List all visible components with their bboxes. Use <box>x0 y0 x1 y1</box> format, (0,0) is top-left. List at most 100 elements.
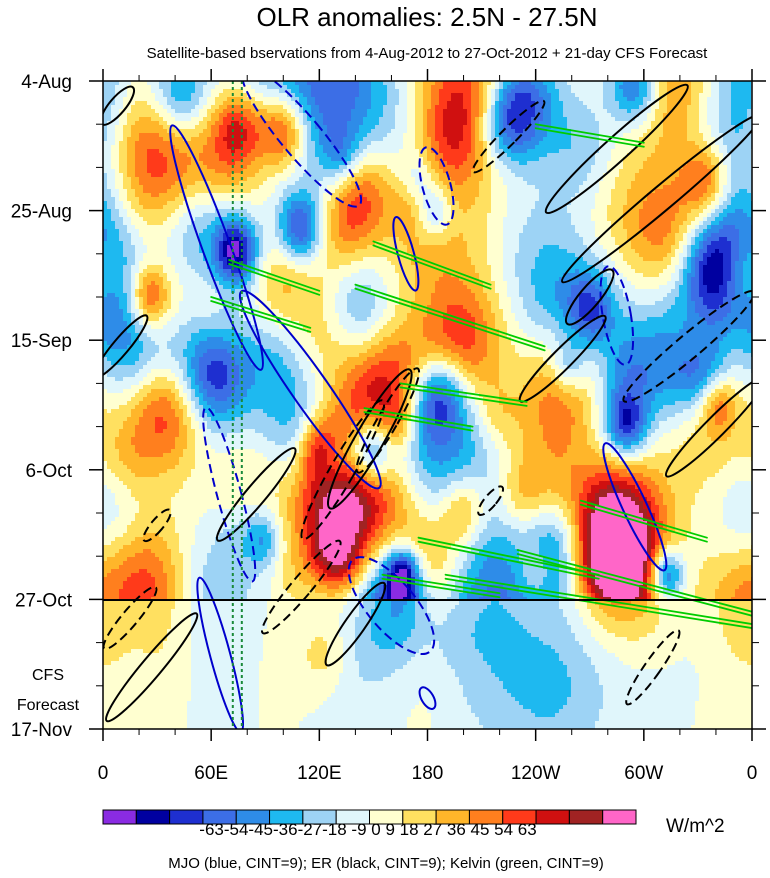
olr-cell <box>159 165 164 170</box>
olr-cell <box>703 109 708 114</box>
olr-cell <box>271 137 276 142</box>
olr-cell <box>255 173 260 178</box>
olr-cell <box>599 169 604 174</box>
olr-cell <box>399 93 404 98</box>
olr-cell <box>583 157 588 162</box>
olr-cell <box>651 89 656 94</box>
olr-cell <box>471 181 476 186</box>
olr-cell <box>607 113 612 118</box>
olr-cell <box>447 201 452 206</box>
olr-cell <box>643 81 648 86</box>
olr-cell <box>315 113 320 118</box>
olr-cell <box>415 89 420 94</box>
olr-cell <box>231 161 236 166</box>
olr-cell <box>555 117 560 122</box>
olr-cell <box>319 85 324 90</box>
olr-cell <box>727 81 732 86</box>
olr-cell <box>423 105 428 110</box>
olr-cell <box>503 125 508 130</box>
olr-cell <box>703 113 708 118</box>
olr-cell <box>311 201 316 206</box>
olr-cell <box>527 109 532 114</box>
olr-cell <box>679 129 684 134</box>
olr-cell <box>147 109 152 114</box>
olr-cell <box>707 137 712 142</box>
olr-cell <box>551 185 556 190</box>
olr-cell <box>351 85 356 90</box>
olr-cell <box>439 89 444 94</box>
olr-cell <box>623 181 628 186</box>
olr-cell <box>631 145 636 150</box>
olr-cell <box>703 165 708 170</box>
olr-cell <box>331 157 336 162</box>
olr-cell <box>515 97 520 102</box>
olr-cell <box>531 117 536 122</box>
olr-cell <box>387 129 392 134</box>
olr-cell <box>635 149 640 154</box>
olr-cell <box>215 133 220 138</box>
olr-cell <box>451 105 456 110</box>
olr-cell <box>163 189 168 194</box>
olr-cell <box>183 121 188 126</box>
olr-cell <box>363 109 368 114</box>
olr-cell <box>387 153 392 158</box>
olr-cell <box>479 105 484 110</box>
olr-cell <box>147 97 152 102</box>
olr-cell <box>559 169 564 174</box>
olr-cell <box>411 145 416 150</box>
olr-cell <box>475 149 480 154</box>
olr-cell <box>151 133 156 138</box>
olr-cell <box>527 93 532 98</box>
olr-cell <box>351 93 356 98</box>
olr-cell <box>147 157 152 162</box>
olr-cell <box>447 125 452 130</box>
olr-cell <box>567 113 572 118</box>
olr-cell <box>563 117 568 122</box>
olr-cell <box>435 117 440 122</box>
olr-cell <box>647 161 652 166</box>
olr-cell <box>483 153 488 158</box>
olr-cell <box>363 121 368 126</box>
olr-cell <box>243 157 248 162</box>
olr-cell <box>555 173 560 178</box>
olr-cell <box>475 157 480 162</box>
olr-cell <box>367 157 372 162</box>
olr-cell <box>447 101 452 106</box>
olr-cell <box>659 173 664 178</box>
olr-cell <box>587 97 592 102</box>
olr-cell <box>463 137 468 142</box>
olr-cell <box>555 177 560 182</box>
olr-cell <box>111 113 116 118</box>
olr-cell <box>715 157 720 162</box>
olr-cell <box>523 165 528 170</box>
olr-cell <box>159 101 164 106</box>
olr-cell <box>167 113 172 118</box>
olr-cell <box>739 81 744 86</box>
olr-cell <box>691 105 696 110</box>
olr-cell <box>103 109 108 114</box>
olr-cell <box>447 189 452 194</box>
olr-cell <box>115 133 120 138</box>
olr-cell <box>367 181 372 186</box>
olr-cell <box>467 189 472 194</box>
olr-cell <box>647 121 652 126</box>
olr-cell <box>311 173 316 178</box>
olr-cell <box>215 177 220 182</box>
olr-cell <box>495 141 500 146</box>
olr-cell <box>463 101 468 106</box>
olr-cell <box>123 137 128 142</box>
olr-cell <box>271 133 276 138</box>
olr-cell <box>703 93 708 98</box>
olr-cell <box>143 133 148 138</box>
olr-cell <box>727 141 732 146</box>
olr-cell <box>675 125 680 130</box>
olr-cell <box>595 129 600 134</box>
olr-cell <box>655 141 660 146</box>
olr-cell <box>179 157 184 162</box>
olr-cell <box>107 185 112 190</box>
olr-cell <box>463 181 468 186</box>
olr-cell <box>603 125 608 130</box>
olr-cell <box>699 133 704 138</box>
olr-cell <box>303 109 308 114</box>
olr-cell <box>135 153 140 158</box>
